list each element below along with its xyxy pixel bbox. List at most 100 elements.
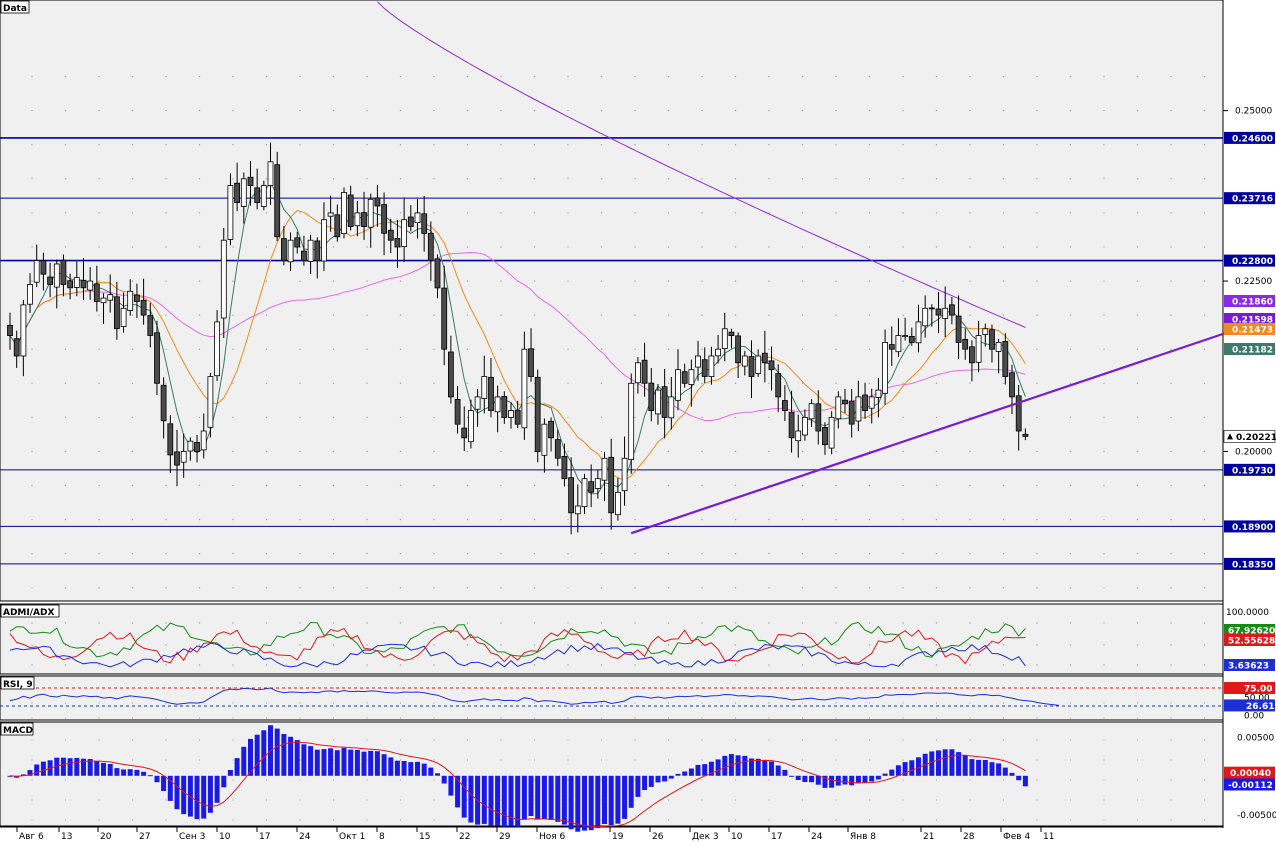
grid-dot — [734, 779, 737, 781]
grid-dot — [600, 246, 603, 248]
grid-dot — [734, 450, 737, 453]
grid-dot — [1136, 799, 1139, 801]
grid-dot — [1103, 759, 1105, 761]
candle-body-down — [568, 477, 574, 514]
grid-dot — [734, 799, 737, 801]
indicator-price-tag — [1224, 313, 1275, 325]
candle-body-down — [588, 481, 595, 493]
candle — [240, 172, 247, 224]
grid-dot — [1036, 382, 1038, 384]
candle — [133, 283, 140, 318]
grid-dot — [835, 664, 837, 666]
macd-bar — [127, 769, 133, 776]
candle-body-up — [574, 505, 581, 515]
time-tick-label: 10 — [731, 832, 743, 842]
grid-dot — [198, 587, 201, 589]
candle-body-down — [294, 237, 301, 248]
candle-body-down — [454, 398, 461, 425]
candle-body-down — [1009, 372, 1015, 398]
grid-dot — [667, 484, 670, 487]
time-tick-label: Янв 8 — [850, 832, 876, 842]
grid-dot — [734, 687, 737, 689]
grid-dot — [1002, 739, 1005, 741]
grid-dot — [768, 280, 770, 282]
time-tick-label: Дек 3 — [692, 832, 719, 842]
candle-body-down — [862, 394, 868, 412]
grid-dot — [1203, 212, 1206, 214]
grid-dot — [1036, 450, 1038, 453]
grid-dot — [500, 178, 502, 180]
candle — [875, 377, 882, 418]
grid-dot — [332, 246, 335, 248]
candle — [40, 252, 47, 291]
grid-dot — [1136, 622, 1139, 624]
grid-dot — [902, 280, 904, 282]
candle-body-down — [421, 213, 428, 234]
grid-dot — [366, 717, 368, 719]
macd-bar — [435, 773, 440, 776]
candle-body-up — [875, 389, 882, 398]
grid-dot — [198, 348, 201, 350]
candle — [1022, 428, 1029, 441]
grid-dot — [64, 450, 67, 453]
grid-dot — [366, 644, 368, 646]
grid-dot — [299, 819, 301, 821]
candle — [601, 451, 608, 502]
grid-dot — [634, 484, 636, 487]
grid-dot — [232, 687, 234, 689]
grid-dot — [64, 702, 67, 704]
grid-dot — [265, 75, 268, 78]
grid-dot — [835, 518, 837, 521]
macd-bar — [455, 775, 461, 808]
macd-bar — [20, 774, 26, 776]
grid-dot — [31, 212, 33, 214]
grid-dot — [1136, 717, 1139, 719]
candle-body-up — [855, 396, 862, 422]
macd-bar — [829, 775, 835, 788]
grid-dot — [332, 314, 335, 316]
grid-dot — [165, 553, 167, 555]
grid-dot — [801, 759, 804, 761]
grid-dot — [131, 348, 134, 350]
grid-dot — [64, 212, 67, 214]
candle — [427, 221, 434, 281]
grid-dot — [533, 484, 536, 487]
grid-dot — [969, 644, 971, 646]
grid-dot — [935, 819, 938, 821]
grid-dot — [31, 587, 33, 589]
grid-dot — [734, 382, 737, 384]
grid-dot — [1203, 622, 1206, 624]
grid-dot — [131, 484, 134, 487]
macd-bar — [114, 768, 120, 776]
grid-dot — [198, 144, 201, 146]
grid-dot — [1136, 664, 1139, 666]
grid-dot — [131, 212, 134, 214]
macd-bar — [421, 763, 427, 776]
grid-dot — [165, 587, 167, 589]
grid-dot — [232, 799, 234, 801]
grid-dot — [299, 553, 301, 555]
grid-dot — [902, 484, 904, 487]
grid-dot — [868, 622, 871, 624]
macd-bar — [201, 775, 207, 819]
candle-body-down — [381, 204, 388, 234]
grid-dot — [734, 484, 737, 487]
candle-body-down — [949, 304, 955, 316]
macd-bar — [989, 762, 995, 776]
grid-dot — [600, 314, 603, 316]
grid-dot — [801, 348, 804, 350]
grid-dot — [935, 212, 938, 214]
grid-dot — [165, 450, 167, 453]
adx-value-label: 67.92620 — [1228, 627, 1275, 637]
grid-dot — [667, 779, 670, 781]
grid-dot — [567, 178, 569, 180]
grid-dot — [935, 280, 938, 282]
candle — [949, 297, 955, 325]
candle-body-up — [675, 369, 681, 401]
candle — [721, 312, 728, 362]
grid-dot — [165, 212, 167, 214]
candle — [441, 265, 448, 366]
macd-bar — [321, 749, 327, 776]
grid-dot — [533, 109, 536, 112]
grid-dot — [31, 553, 33, 555]
